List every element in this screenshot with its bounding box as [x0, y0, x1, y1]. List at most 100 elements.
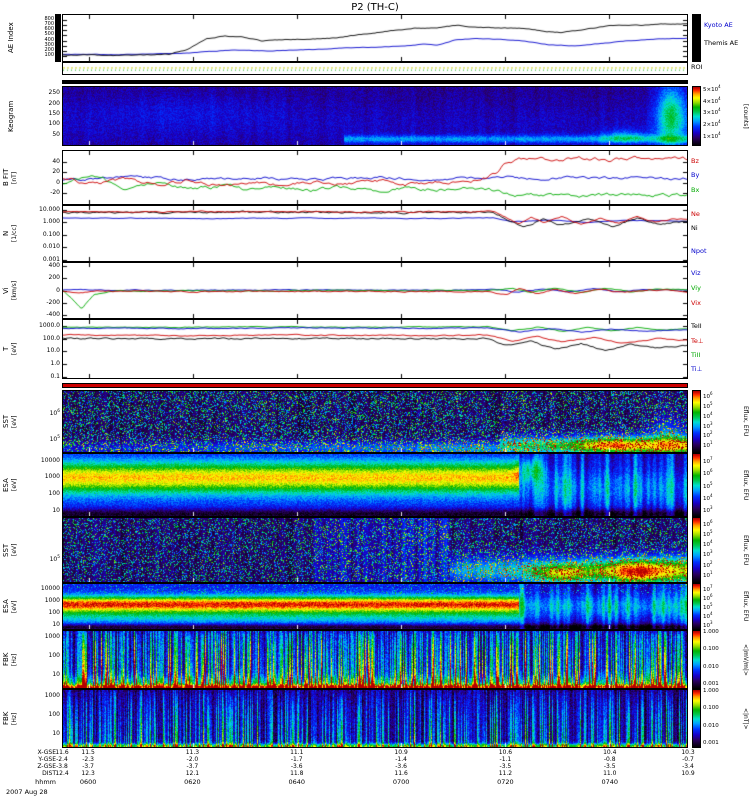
- footer-row-label-X-GSE: X-GSE: [37, 749, 56, 756]
- keogram-ytick-3: 100: [48, 120, 60, 128]
- footer-time-2: 0620: [184, 778, 201, 786]
- footer-value-6-d: 11.0: [603, 770, 617, 777]
- n-ytick-3: 0.010: [42, 243, 60, 251]
- bfit-ytick-1: 20: [52, 168, 60, 176]
- esa_i-cbar-tick-3: 104: [703, 492, 713, 502]
- ae-ytick-3: 400: [44, 36, 54, 43]
- vi-ytick-2: 0: [56, 286, 60, 294]
- esa_i-cbar-tick-1: 106: [703, 468, 713, 477]
- sst_i-cbar-tick-5: 101: [703, 440, 713, 449]
- footer-value-4-x: 10.9: [394, 749, 408, 756]
- n-ytick-2: 0.100: [42, 230, 60, 238]
- bfit-ytick-0: 40: [52, 157, 60, 165]
- footer-value-1-z: -3.7: [82, 763, 94, 770]
- footer-value-0-d: 12.4: [55, 770, 69, 777]
- roi-canvas: [63, 63, 687, 74]
- bfit-ytick-3: -20: [50, 189, 60, 197]
- esa_i-canvas: [63, 454, 687, 516]
- t-series-label-1: Te⊥: [691, 336, 704, 345]
- footer-value-2-d: 12.1: [185, 770, 200, 777]
- esa_e-plot-area: [62, 583, 688, 630]
- esa_e-cbar-tick-2: 105: [703, 602, 713, 611]
- bfit-series-label-2: Bx: [691, 185, 700, 194]
- fbk_b-ytick-1: 100: [48, 710, 60, 718]
- keogram-ytick-2: 150: [48, 109, 60, 117]
- ae-plot-area: [62, 14, 688, 62]
- esa_i-cbar-tick-0: 107: [703, 455, 713, 465]
- fbk_b-cbar-tick-0: 1.000: [703, 688, 719, 695]
- footer-row-label-DIST: DIST: [42, 770, 56, 777]
- esa_e-colorbar: [692, 583, 701, 630]
- fbk_e-plot-area: [62, 630, 688, 689]
- footer-value-5-d: 11.2: [498, 770, 513, 777]
- sst_i-ytick-0: 106: [49, 408, 60, 417]
- footer-time-5: 0720: [497, 778, 514, 786]
- footer-value-6-x: 10.4: [603, 749, 617, 756]
- roi-plot-area: [62, 62, 688, 75]
- t-canvas: [63, 320, 687, 378]
- t-series-label-2: TiII: [691, 351, 701, 359]
- fbk_b-plot-area: [62, 689, 688, 748]
- fbk_b-ytick-2: 10: [52, 729, 60, 737]
- fbk_e-colorbar-canvas: [693, 631, 700, 688]
- n-series-label-1: Ni: [691, 223, 698, 232]
- footer-row-label-Y-GSE: Y-GSE: [38, 756, 56, 763]
- keogram-cbar-tick-0: 5×104: [703, 84, 721, 94]
- fbk_e-canvas: [63, 631, 687, 688]
- n-ytick-0: 10.000: [39, 205, 60, 213]
- t-ytick-2: 10.0: [46, 347, 60, 355]
- n-series-label-0: Ne: [691, 209, 700, 218]
- keogram-ytick-1: 200: [48, 99, 60, 107]
- sst_i-cbar-tick-3: 103: [703, 420, 713, 430]
- footer-value-1-y: -2.3: [82, 756, 94, 763]
- n-plot-area: [62, 205, 688, 262]
- esa_e-colorbar-canvas: [693, 584, 700, 629]
- esa_i-ytick-3: 10: [52, 506, 60, 514]
- esa_i-ytick-0: 10000: [40, 456, 60, 464]
- esa_e-cbar-unit: Eflux, EFU: [742, 591, 749, 622]
- sst_i-colorbar: [692, 390, 701, 453]
- footer-time-3: 0640: [288, 778, 306, 786]
- fbk_b-canvas: [63, 690, 687, 747]
- footer-value-5-x: 10.6: [498, 749, 513, 756]
- footer-time-1: 0600: [79, 778, 97, 786]
- ae-ytick-6: 700: [44, 21, 54, 28]
- keogram-canvas: [63, 87, 687, 145]
- sst_i-cbar-tick-4: 102: [703, 430, 713, 440]
- footer-time-6: 0740: [601, 778, 619, 786]
- esa_e-cbar-tick-1: 106: [703, 593, 713, 602]
- plot-title: P2 (TH-C): [351, 2, 399, 13]
- esa_e-ytick-3: 10: [52, 621, 60, 629]
- footer-value-1-x: 11.5: [81, 749, 95, 756]
- fbk_e-cbar-unit: <|mV/m|>: [742, 643, 749, 676]
- fbk_b-colorbar-canvas: [693, 690, 700, 747]
- ae-canvas: [63, 15, 687, 61]
- sst_e-cbar-tick-3: 103: [703, 549, 713, 559]
- ae-series-label-1: Themis AE: [704, 38, 739, 47]
- esa_e-cbar-tick-3: 104: [703, 611, 713, 620]
- vi-series-label-2: Vix: [691, 299, 701, 308]
- fbk_b-cbar-tick-3: 0.001: [703, 739, 719, 746]
- sst_i-cbar-tick-0: 106: [703, 391, 713, 401]
- sep2-strip: [62, 383, 688, 388]
- t-ytick-3: 1.0: [50, 360, 60, 368]
- footer-value-1-d: 12.3: [81, 770, 95, 777]
- esa_e-ytick-2: 100: [48, 609, 60, 617]
- keogram-cbar-tick-4: 1×104: [703, 130, 721, 140]
- footer-value-7-x: 10.3: [681, 749, 695, 756]
- bfit-ytick-2: 0: [56, 178, 60, 186]
- esa_i-cbar-unit: Eflux, EFU: [742, 469, 749, 501]
- ae-ytick-4: 500: [44, 31, 54, 38]
- sst_i-plot-area: [62, 390, 688, 453]
- roi-series-label-0: ROI: [691, 63, 703, 72]
- footer-value-3-d: 11.8: [290, 770, 304, 777]
- sst_i-cbar-tick-2: 104: [703, 410, 713, 420]
- ae-ytick-1: 200: [44, 46, 54, 53]
- vi-ytick-4: -400: [46, 310, 60, 318]
- footer-value-2-z: -3.7: [186, 763, 199, 770]
- sst_i-cbar-unit: Eflux, EFU: [742, 406, 749, 437]
- sst_e-cbar-tick-0: 106: [703, 518, 713, 528]
- esa_i-ytick-1: 1000: [44, 473, 60, 481]
